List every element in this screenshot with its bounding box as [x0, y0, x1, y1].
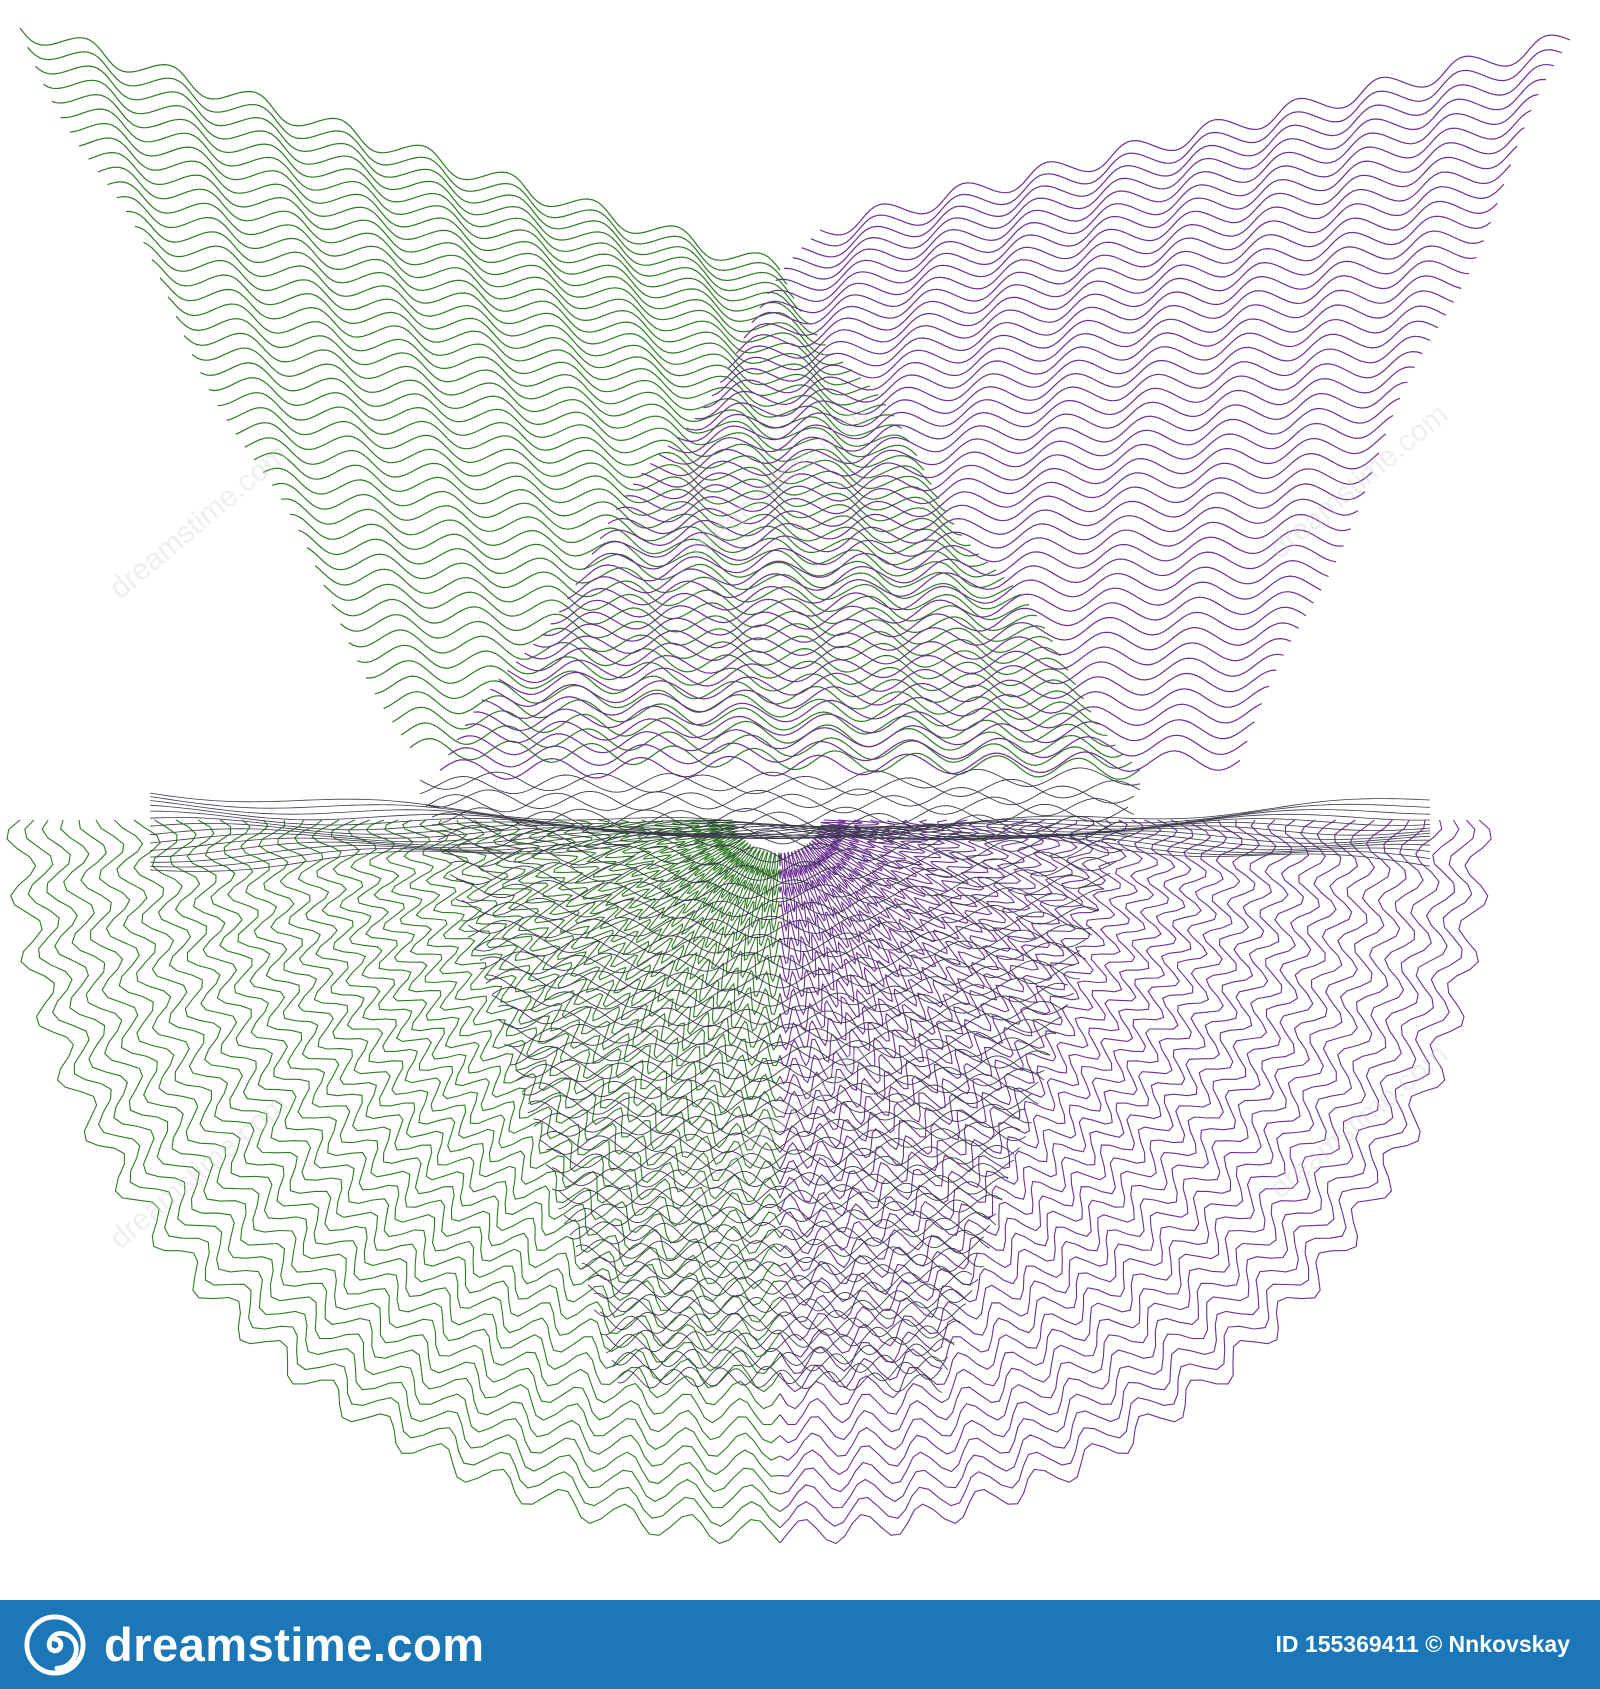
author-name: Nnkovskay — [1448, 1631, 1570, 1657]
spiral-logo-icon — [24, 1613, 86, 1676]
dark-wave-mesh — [149, 767, 1431, 1393]
image-credit: ID 155369411 © Nnkovskay — [1276, 1631, 1570, 1658]
brand-logo[interactable]: dreamstime.com — [24, 1613, 485, 1676]
brand-name: dreamstime.com — [104, 1618, 485, 1671]
watermark-text: dreamstime.com — [103, 438, 294, 606]
image-id: ID 155369411 — [1275, 1631, 1419, 1657]
watermark-text: dreamstime.com — [103, 1088, 294, 1256]
stock-footer-bar: dreamstime.com ID 155369411 © Nnkovskay — [0, 1600, 1600, 1689]
guilloche-wave-artwork: dreamstime.com dreamstime.com dreamstime.c… — [6, 27, 1571, 1545]
copyright-symbol: © — [1425, 1631, 1443, 1657]
purple-wave-fan — [439, 34, 1571, 1545]
